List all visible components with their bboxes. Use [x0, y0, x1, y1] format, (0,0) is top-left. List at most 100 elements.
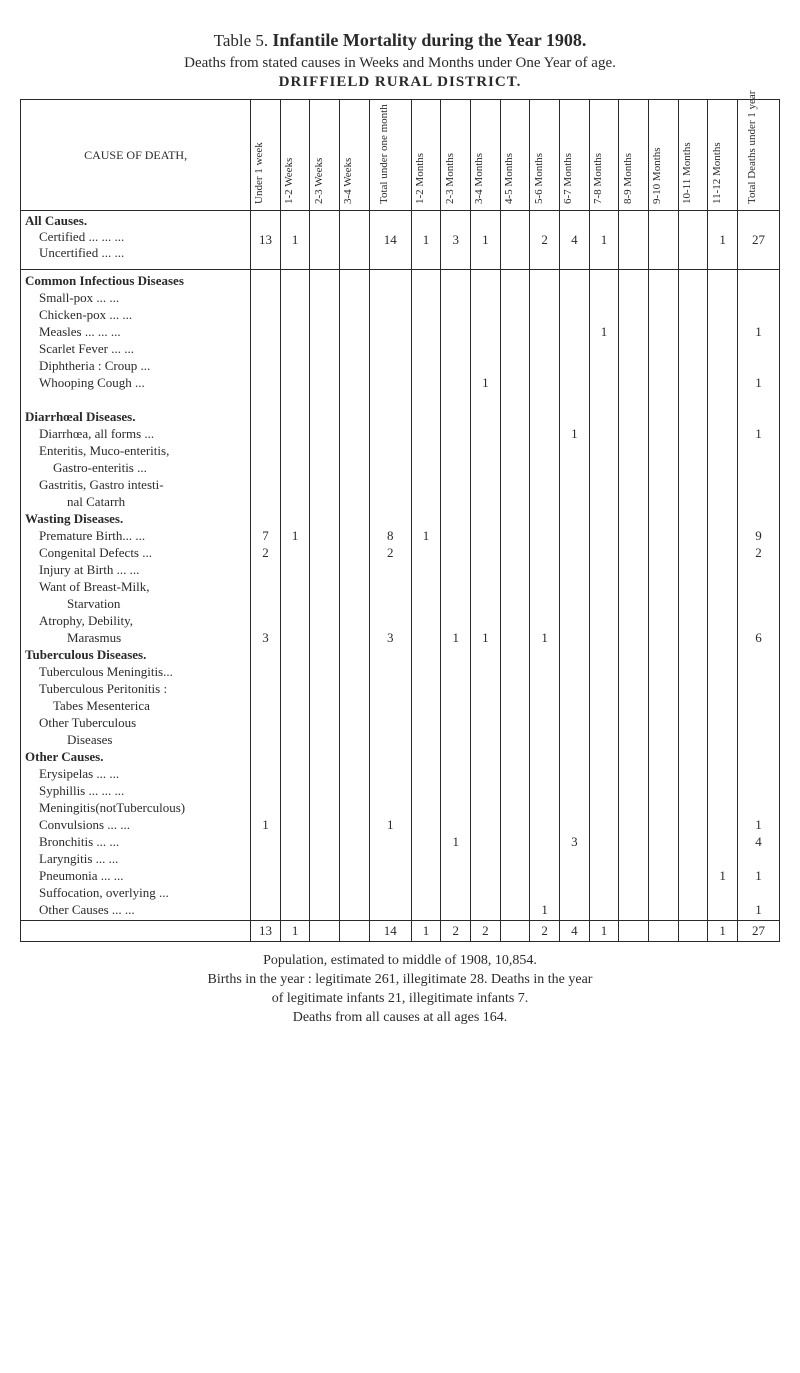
value: 1: [471, 374, 500, 391]
value-cell: 13: [251, 921, 281, 942]
value: 9: [738, 527, 779, 544]
row-label: Gastritis, Gastro intesti-: [25, 476, 164, 493]
col-2-3weeks: 2-3 Weeks: [310, 100, 340, 211]
section-head: Wasting Diseases.: [25, 510, 248, 527]
row-label: Small-pox ... ...: [25, 289, 119, 306]
footnote-line: of legitimate infants 21, illegitimate i…: [20, 990, 780, 1009]
footnote-line: Births in the year : legitimate 261, ill…: [20, 971, 780, 990]
footnote-line: Population, estimated to middle of 1908,…: [20, 952, 780, 971]
row-label: Uncertified ... ...: [25, 245, 124, 261]
row-label: Congenital Defects ...: [25, 544, 152, 561]
value-cell: 27: [737, 921, 779, 942]
row-label: Tabes Mesenterica: [25, 697, 150, 714]
value-cell: 1: [280, 921, 310, 942]
col-3-4weeks: 3-4 Weeks: [340, 100, 370, 211]
value-cell: [340, 211, 370, 270]
row-label: Tuberculous Meningitis...: [25, 663, 173, 680]
row-label: Whooping Cough ...: [25, 374, 145, 391]
value: 1: [370, 816, 411, 833]
row-label: Gastro-enteritis ...: [25, 459, 147, 476]
value: 6: [738, 629, 779, 646]
value-cell: 1119261411: [737, 270, 779, 921]
value-cell: [310, 270, 340, 921]
value-cell: [340, 921, 370, 942]
value-cell: 1: [471, 211, 501, 270]
value: 1: [738, 425, 779, 442]
col-under1week: Under 1 week: [251, 100, 281, 211]
value: 8: [370, 527, 411, 544]
cause-cell: [21, 921, 251, 942]
value-cell: 1: [589, 211, 619, 270]
col-4-5months: 4-5 Months: [500, 100, 530, 211]
value: 1: [471, 629, 500, 646]
row-label: Measles ... ... ...: [25, 323, 121, 340]
row-label: Bronchitis ... ...: [25, 833, 119, 850]
col-total-deaths: Total Deaths under 1 year: [737, 100, 779, 211]
value-cell: 2: [441, 921, 471, 942]
value-cell: [648, 921, 678, 942]
value-cell: 11: [530, 270, 560, 921]
value-cell: 13: [559, 270, 589, 921]
value-cell: 11: [471, 270, 501, 921]
col-5-6months: 5-6 Months: [530, 100, 560, 211]
value: 1: [530, 629, 559, 646]
row-label: Injury at Birth ... ...: [25, 561, 139, 578]
value: 1: [412, 527, 441, 544]
table-title: Infantile Mortality during the Year 1908…: [272, 30, 586, 50]
value-cell: [340, 270, 370, 921]
cause-cell: All Causes.Certified ... ... ...Uncertif…: [21, 211, 251, 270]
value: 3: [370, 629, 411, 646]
row-label: Chicken-pox ... ...: [25, 306, 132, 323]
mortality-table: CAUSE OF DEATH, Under 1 week 1-2 Weeks 2…: [20, 99, 780, 942]
value: 1: [738, 374, 779, 391]
footnote: Population, estimated to middle of 1908,…: [20, 952, 780, 1028]
value-cell: 7231: [251, 270, 281, 921]
section-head: Common Infectious Diseases: [25, 272, 248, 289]
subtitle: Deaths from stated causes in Weeks and M…: [20, 55, 780, 72]
value-cell: 11: [441, 270, 471, 921]
value-cell: 1: [708, 211, 738, 270]
cause-cell: Common Infectious DiseasesSmall-pox ... …: [21, 270, 251, 921]
value-cell: [678, 270, 708, 921]
value-cell: [500, 921, 530, 942]
row-label: nal Catarrh: [25, 493, 125, 510]
value-cell: 27: [737, 211, 779, 270]
row-label: Tuberculous Peritonitis :: [25, 680, 167, 697]
row-label: Meningitis(notTuberculous): [25, 799, 185, 816]
row-label: Premature Birth... ...: [25, 527, 145, 544]
value-cell: 1: [589, 921, 619, 942]
col-1-2weeks: 1-2 Weeks: [280, 100, 310, 211]
row-label: Certified ... ... ...: [25, 229, 124, 245]
row-label: Enteritis, Muco-enteritis,: [25, 442, 169, 459]
district: DRIFFIELD RURAL DISTRICT.: [20, 74, 780, 91]
value: 1: [738, 816, 779, 833]
value-cell: [310, 211, 340, 270]
value-cell: 14: [369, 211, 411, 270]
row-label: Diseases: [25, 731, 113, 748]
value-cell: [678, 211, 708, 270]
col-7-8months: 7-8 Months: [589, 100, 619, 211]
value: 1: [441, 833, 470, 850]
value: 2: [251, 544, 280, 561]
value: 4: [738, 833, 779, 850]
section-head: All Causes.: [25, 213, 248, 229]
col-9-10months: 9-10 Months: [648, 100, 678, 211]
value: 1: [590, 323, 619, 340]
value-cell: 1: [589, 270, 619, 921]
footnote-line: Deaths from all causes at all ages 164.: [20, 1009, 780, 1028]
section-head: Other Causes.: [25, 748, 248, 765]
value-cell: 4: [559, 211, 589, 270]
row-label: Starvation: [25, 595, 120, 612]
header-row: CAUSE OF DEATH, Under 1 week 1-2 Weeks 2…: [21, 100, 780, 211]
value-cell: [619, 211, 649, 270]
value-cell: 3: [441, 211, 471, 270]
value: 1: [441, 629, 470, 646]
value: 1: [708, 867, 737, 884]
table-row-total: 13114122241127: [21, 921, 780, 942]
row-label: Atrophy, Debility,: [25, 612, 133, 629]
row-label: Other Causes ... ...: [25, 901, 135, 918]
value-cell: [619, 270, 649, 921]
row-label: Convulsions ... ...: [25, 816, 130, 833]
table-row: All Causes.Certified ... ... ...Uncertif…: [21, 211, 780, 270]
row-label: Syphillis ... ... ...: [25, 782, 124, 799]
